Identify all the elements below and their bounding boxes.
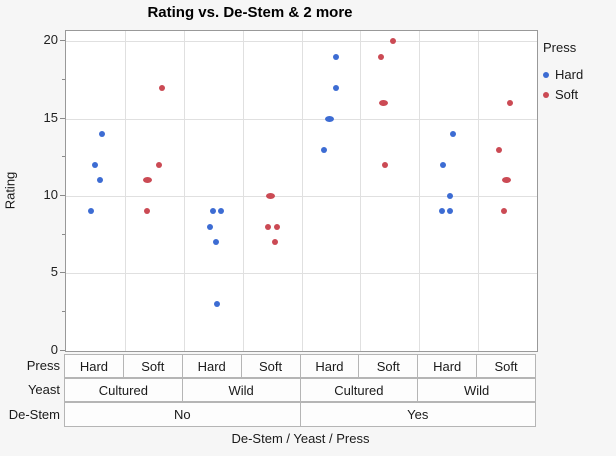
y-tick-label: 20 bbox=[43, 32, 58, 48]
data-point-soft-11[interactable] bbox=[142, 177, 152, 184]
data-point-soft-11[interactable] bbox=[501, 177, 511, 184]
data-point-hard-17[interactable] bbox=[332, 84, 339, 91]
axis-cell-press-soft[interactable]: Soft bbox=[358, 354, 419, 378]
v-gridline bbox=[478, 31, 480, 351]
axis-cell-yeast-cultured[interactable]: Cultured bbox=[299, 378, 419, 402]
axis-cell-press-soft[interactable]: Soft bbox=[240, 354, 301, 378]
legend-item-hard[interactable]: Hard bbox=[543, 67, 583, 82]
axis-cell-yeast-wild[interactable]: Wild bbox=[181, 378, 301, 402]
axis-cell-yeast-cultured[interactable]: Cultured bbox=[64, 378, 183, 402]
y-tick-label: 15 bbox=[43, 109, 58, 125]
y-minor-tick bbox=[62, 233, 65, 235]
v-gridline bbox=[360, 31, 362, 351]
chart-title: Rating vs. De-Stem & 2 more bbox=[147, 4, 353, 21]
data-point-hard-13[interactable] bbox=[320, 146, 327, 153]
plot-area bbox=[65, 30, 538, 352]
v-gridline bbox=[242, 31, 244, 351]
soft-marker-icon bbox=[543, 91, 549, 98]
data-point-hard-9[interactable] bbox=[439, 208, 446, 215]
legend-item-label: Hard bbox=[555, 67, 584, 82]
data-point-hard-9[interactable] bbox=[217, 208, 224, 215]
legend-title: Press bbox=[543, 40, 577, 55]
data-point-soft-13[interactable] bbox=[496, 146, 503, 153]
data-point-soft-8[interactable] bbox=[274, 223, 281, 230]
data-point-soft-17[interactable] bbox=[159, 84, 165, 91]
v-gridline bbox=[419, 31, 421, 351]
data-point-soft-7[interactable] bbox=[272, 239, 279, 246]
axis-row-label-yeast: Yeast bbox=[27, 382, 60, 397]
y-axis-title: Rating bbox=[2, 171, 18, 210]
y-major-tick bbox=[60, 349, 65, 351]
axis-row-label-press: Press bbox=[26, 358, 60, 373]
data-point-hard-9[interactable] bbox=[88, 208, 95, 215]
data-point-hard-14[interactable] bbox=[99, 131, 106, 138]
data-point-hard-10[interactable] bbox=[447, 192, 454, 199]
axis-cell-press-hard[interactable]: Hard bbox=[417, 354, 478, 378]
data-point-soft-10[interactable] bbox=[265, 192, 275, 199]
axis-row-press: Hard Soft Hard Soft Hard Soft Hard Soft bbox=[64, 354, 536, 378]
y-major-tick bbox=[60, 40, 65, 42]
y-minor-tick bbox=[62, 78, 65, 80]
y-tick-label: 10 bbox=[43, 186, 58, 202]
legend-item-label: Soft bbox=[555, 87, 579, 102]
x-axis-caption: De-Stem / Yeast / Press bbox=[231, 431, 370, 446]
axis-row-yeast: Cultured Wild Cultured Wild bbox=[64, 378, 536, 402]
data-point-soft-16[interactable] bbox=[507, 100, 514, 107]
axis-row-de-stem: No Yes bbox=[64, 402, 536, 427]
data-point-hard-9[interactable] bbox=[447, 208, 454, 215]
data-point-hard-3[interactable] bbox=[213, 301, 220, 308]
data-point-hard-11[interactable] bbox=[97, 177, 104, 184]
axis-cell-press-hard[interactable]: Hard bbox=[181, 354, 242, 378]
v-gridline bbox=[183, 31, 185, 351]
axis-cell-yeast-wild[interactable]: Wild bbox=[417, 378, 536, 402]
data-point-hard-7[interactable] bbox=[212, 239, 219, 246]
axis-cell-press-soft[interactable]: Soft bbox=[476, 354, 536, 378]
data-point-soft-12[interactable] bbox=[382, 161, 389, 168]
data-point-soft-9[interactable] bbox=[144, 208, 150, 215]
y-minor-tick bbox=[62, 156, 65, 158]
legend-item-soft[interactable]: Soft bbox=[543, 87, 583, 102]
data-point-soft-9[interactable] bbox=[501, 208, 508, 215]
data-point-hard-19[interactable] bbox=[332, 53, 339, 60]
data-point-soft-12[interactable] bbox=[156, 161, 162, 168]
v-gridline bbox=[301, 31, 303, 351]
axis-cell-press-soft[interactable]: Soft bbox=[122, 354, 183, 378]
y-tick-label: 0 bbox=[50, 341, 58, 357]
data-point-hard-14[interactable] bbox=[450, 131, 457, 138]
v-gridline bbox=[124, 31, 126, 351]
data-point-hard-9[interactable] bbox=[209, 208, 216, 215]
legend: Press Hard Soft bbox=[543, 40, 583, 107]
data-point-soft-19[interactable] bbox=[378, 53, 385, 60]
data-point-hard-12[interactable] bbox=[440, 161, 447, 168]
data-point-hard-12[interactable] bbox=[92, 161, 99, 168]
data-point-hard-8[interactable] bbox=[206, 223, 213, 230]
y-tick-label: 5 bbox=[50, 264, 58, 280]
y-major-tick bbox=[60, 272, 65, 274]
axis-cell-press-hard[interactable]: Hard bbox=[64, 354, 124, 378]
y-major-tick bbox=[60, 194, 65, 196]
axis-row-label-de-stem: De-Stem bbox=[8, 406, 60, 422]
y-major-tick bbox=[60, 117, 65, 119]
data-point-soft-8[interactable] bbox=[265, 223, 272, 230]
axis-cell-de-stem-no[interactable]: No bbox=[64, 402, 301, 427]
data-point-hard-15[interactable] bbox=[325, 115, 335, 122]
y-minor-tick bbox=[62, 310, 65, 312]
hard-marker-icon bbox=[543, 71, 549, 78]
axis-cell-press-hard[interactable]: Hard bbox=[299, 354, 360, 378]
data-point-soft-16[interactable] bbox=[378, 100, 388, 107]
data-point-soft-20[interactable] bbox=[390, 38, 397, 45]
axis-cell-de-stem-yes[interactable]: Yes bbox=[299, 402, 536, 427]
